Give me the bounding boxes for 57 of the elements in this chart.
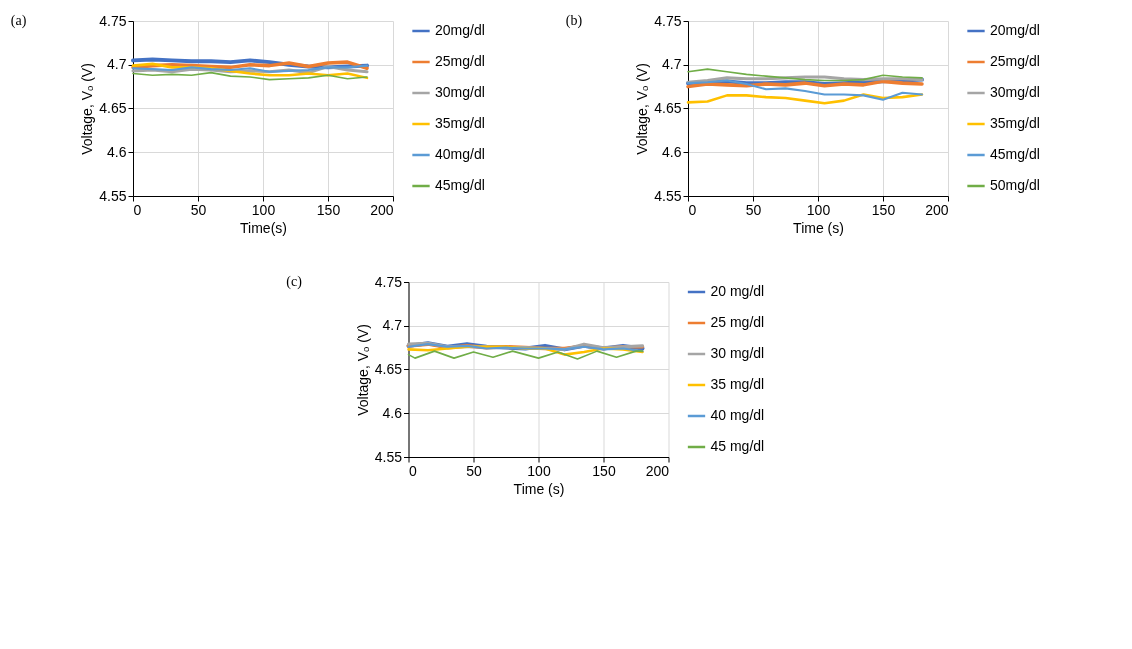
y-tick-label: 4.55 [654,187,682,204]
legend-label: 25mg/dl [990,53,1040,69]
legend-label: 35mg/dl [990,115,1040,131]
y-tick-label: 4.6 [382,404,403,421]
text: (a) [10,13,27,29]
legend-label: 50mg/dl [990,177,1040,193]
y-tick-label: 4.6 [107,143,127,160]
y-tick-label: 4.7 [382,317,403,334]
y-axis-title: Voltage, Vₒ (V) [79,63,96,155]
legend-label: 40mg/dl [435,146,485,162]
y-tick-label: 4.55 [99,187,127,204]
legend-label: 45mg/dl [990,146,1040,162]
legend-label: 20mg/dl [990,22,1040,38]
y-tick-label: 4.75 [99,12,127,29]
text: (c) [286,274,303,290]
y-tick-label: 4.6 [662,143,682,160]
legend-label: 35mg/dl [435,115,485,131]
y-tick-label: 4.7 [107,56,127,73]
legend-label: 45mg/dl [435,177,485,193]
x-axis-title: Time (s) [513,480,565,497]
x-tick-label: 200 [645,462,670,479]
x-tick-label: 150 [592,462,616,479]
y-tick-label: 4.65 [654,100,682,116]
legend-label: 40 mg/dl [710,407,765,423]
y-tick-label: 4.65 [99,100,127,116]
y-axis-title: Voltage, Vₒ (V) [634,63,651,155]
x-tick-label: 150 [316,201,341,218]
x-axis-title: Time(s) [240,219,287,236]
text: (b) [565,13,583,29]
legend-label: 25 mg/dl [710,314,765,330]
x-tick-label: 0 [133,201,142,218]
x-axis-title: Time (s) [793,219,844,236]
y-tick-label: 4.55 [374,448,403,465]
legend-label: 20mg/dl [435,22,485,38]
legend-label: 20 mg/dl [710,283,765,299]
x-tick-label: 200 [370,201,394,218]
legend-label: 30mg/dl [990,84,1040,100]
y-axis-title: Voltage, Vₒ (V) [354,324,371,416]
y-tick-label: 4.75 [374,273,403,290]
y-tick-label: 4.65 [374,361,403,377]
x-tick-label: 0 [688,201,697,218]
legend-label: 25mg/dl [435,53,485,69]
legend-label: 30mg/dl [435,84,485,100]
x-tick-label: 50 [466,462,482,479]
y-tick-label: 4.7 [662,56,682,73]
legend-label: 45 mg/dl [710,438,765,454]
x-tick-label: 0 [409,462,417,479]
x-tick-label: 100 [527,462,551,479]
x-tick-label: 50 [190,201,207,218]
legend-label: 35 mg/dl [710,376,765,392]
x-tick-label: 150 [871,201,896,218]
x-tick-label: 100 [251,201,276,218]
x-tick-label: 50 [745,201,762,218]
x-tick-label: 100 [806,201,831,218]
x-tick-label: 200 [925,201,949,218]
y-tick-label: 4.75 [654,12,682,29]
legend-label: 30 mg/dl [710,345,765,361]
